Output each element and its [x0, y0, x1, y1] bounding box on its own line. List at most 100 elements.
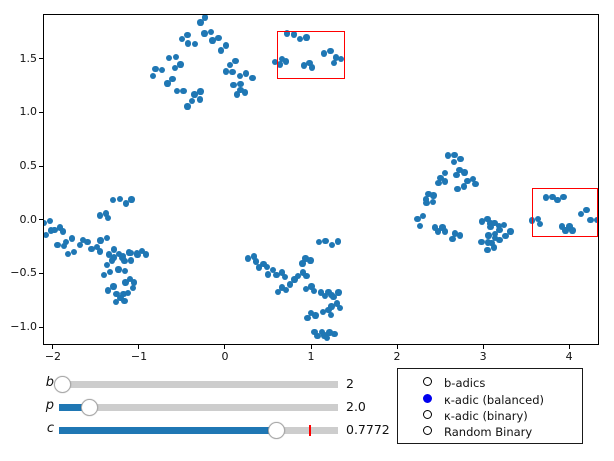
radio-item-4[interactable]: Random Binary [398, 425, 582, 443]
radio-circle-icon[interactable] [423, 377, 432, 386]
slider-value-p: 2.0 [346, 399, 366, 414]
slider-track-b[interactable] [53, 375, 338, 393]
scatter-point [299, 260, 306, 267]
scatter-point [59, 228, 67, 235]
scatter-point [299, 269, 307, 276]
slider-track-p[interactable] [59, 398, 338, 416]
scatter-point [441, 170, 449, 177]
scatter-point [472, 180, 479, 188]
scatter-point [296, 35, 304, 43]
scatter-point [336, 304, 344, 311]
scatter-point [484, 215, 491, 223]
radio-circle-icon[interactable] [423, 394, 432, 403]
scatter-point [461, 169, 468, 176]
scatter-point [171, 64, 178, 72]
scatter-point [587, 216, 594, 223]
radio-circle-icon[interactable] [423, 426, 432, 435]
scatter-point [333, 300, 340, 307]
scatter-point [281, 273, 288, 281]
scatter-point [164, 80, 171, 87]
y-tick-label: 1.5 [19, 51, 38, 65]
scatter-point [129, 285, 136, 292]
scatter-point [444, 152, 452, 159]
scatter-point [104, 215, 112, 222]
scatter-point [430, 192, 437, 199]
scatter-point [217, 47, 225, 54]
radio-circle-icon[interactable] [423, 410, 432, 419]
radio-item-1[interactable]: b-adics [398, 376, 582, 394]
scatter-point [302, 285, 309, 292]
scatter-point [330, 60, 338, 67]
scatter-point [321, 50, 328, 57]
scatter-point [321, 292, 328, 300]
scatter-point [255, 264, 262, 271]
scatter-point [112, 299, 120, 306]
scatter-point [226, 61, 234, 69]
x-tick-mark [482, 345, 484, 349]
scatter-point [222, 42, 229, 49]
radio-label: κ-adic (binary) [444, 409, 528, 423]
y-tick-label: 1.0 [19, 105, 38, 119]
scatter-point [303, 34, 310, 41]
scatter-point [96, 248, 103, 255]
scatter-point [558, 223, 566, 230]
scatter-point [241, 89, 249, 96]
scatter-point [429, 199, 437, 206]
scatter-point [501, 221, 508, 228]
scatter-point [184, 32, 191, 39]
scatter-point [441, 178, 449, 185]
scatter-point [322, 237, 329, 244]
scatter-point [110, 283, 117, 290]
scatter-point [76, 242, 83, 249]
scatter-point [117, 294, 124, 302]
scatter-point [191, 91, 198, 98]
scatter-point [237, 86, 244, 93]
scatter-point [562, 227, 569, 234]
scatter-point [158, 66, 166, 74]
radio-item-2[interactable]: κ-adic (balanced) [398, 393, 582, 411]
scatter-point [554, 196, 561, 204]
scatter-point [434, 228, 442, 235]
scatter-point [302, 255, 309, 262]
scatter-point [478, 238, 485, 246]
scatter-point [469, 176, 477, 183]
scatter-point [583, 207, 590, 214]
scatter-point [453, 172, 460, 179]
scatter-point [528, 217, 536, 224]
scatter-point [569, 227, 576, 234]
scatter-point [237, 80, 244, 88]
scatter-point [201, 15, 209, 21]
scatter-point [188, 98, 196, 105]
scatter-point [286, 281, 294, 288]
scatter-point [491, 234, 499, 242]
slider-handle-b[interactable] [53, 375, 71, 393]
y-tick-label: −1.0 [10, 320, 37, 334]
scatter-point [441, 228, 449, 235]
scatter-point [84, 238, 91, 246]
slider-track-c[interactable] [59, 421, 338, 439]
scatter-point [485, 232, 492, 239]
scatter-point [152, 65, 159, 73]
scatter-point [451, 152, 458, 159]
slider-handle-c[interactable] [268, 421, 286, 439]
scatter-point [104, 287, 112, 294]
scatter-point [414, 216, 421, 223]
scatter-point [457, 156, 464, 163]
radio-item-3[interactable]: κ-adic (binary) [398, 409, 582, 427]
scatter-point [110, 246, 117, 253]
scatter-point [269, 267, 277, 274]
scatter-point [318, 328, 326, 335]
slider-value-c: 0.7772 [346, 422, 390, 437]
highlight-box [532, 187, 598, 237]
plot-area [43, 14, 599, 345]
scatter-point [184, 40, 192, 47]
scatter-point [222, 68, 230, 75]
y-tick-mark [39, 58, 43, 60]
scatter-point [449, 235, 456, 243]
slider-handle-p[interactable] [81, 398, 99, 416]
scatter-point [184, 103, 191, 110]
scatter-point [54, 241, 61, 249]
y-tick-mark [39, 165, 43, 167]
scatter-point [484, 239, 492, 246]
